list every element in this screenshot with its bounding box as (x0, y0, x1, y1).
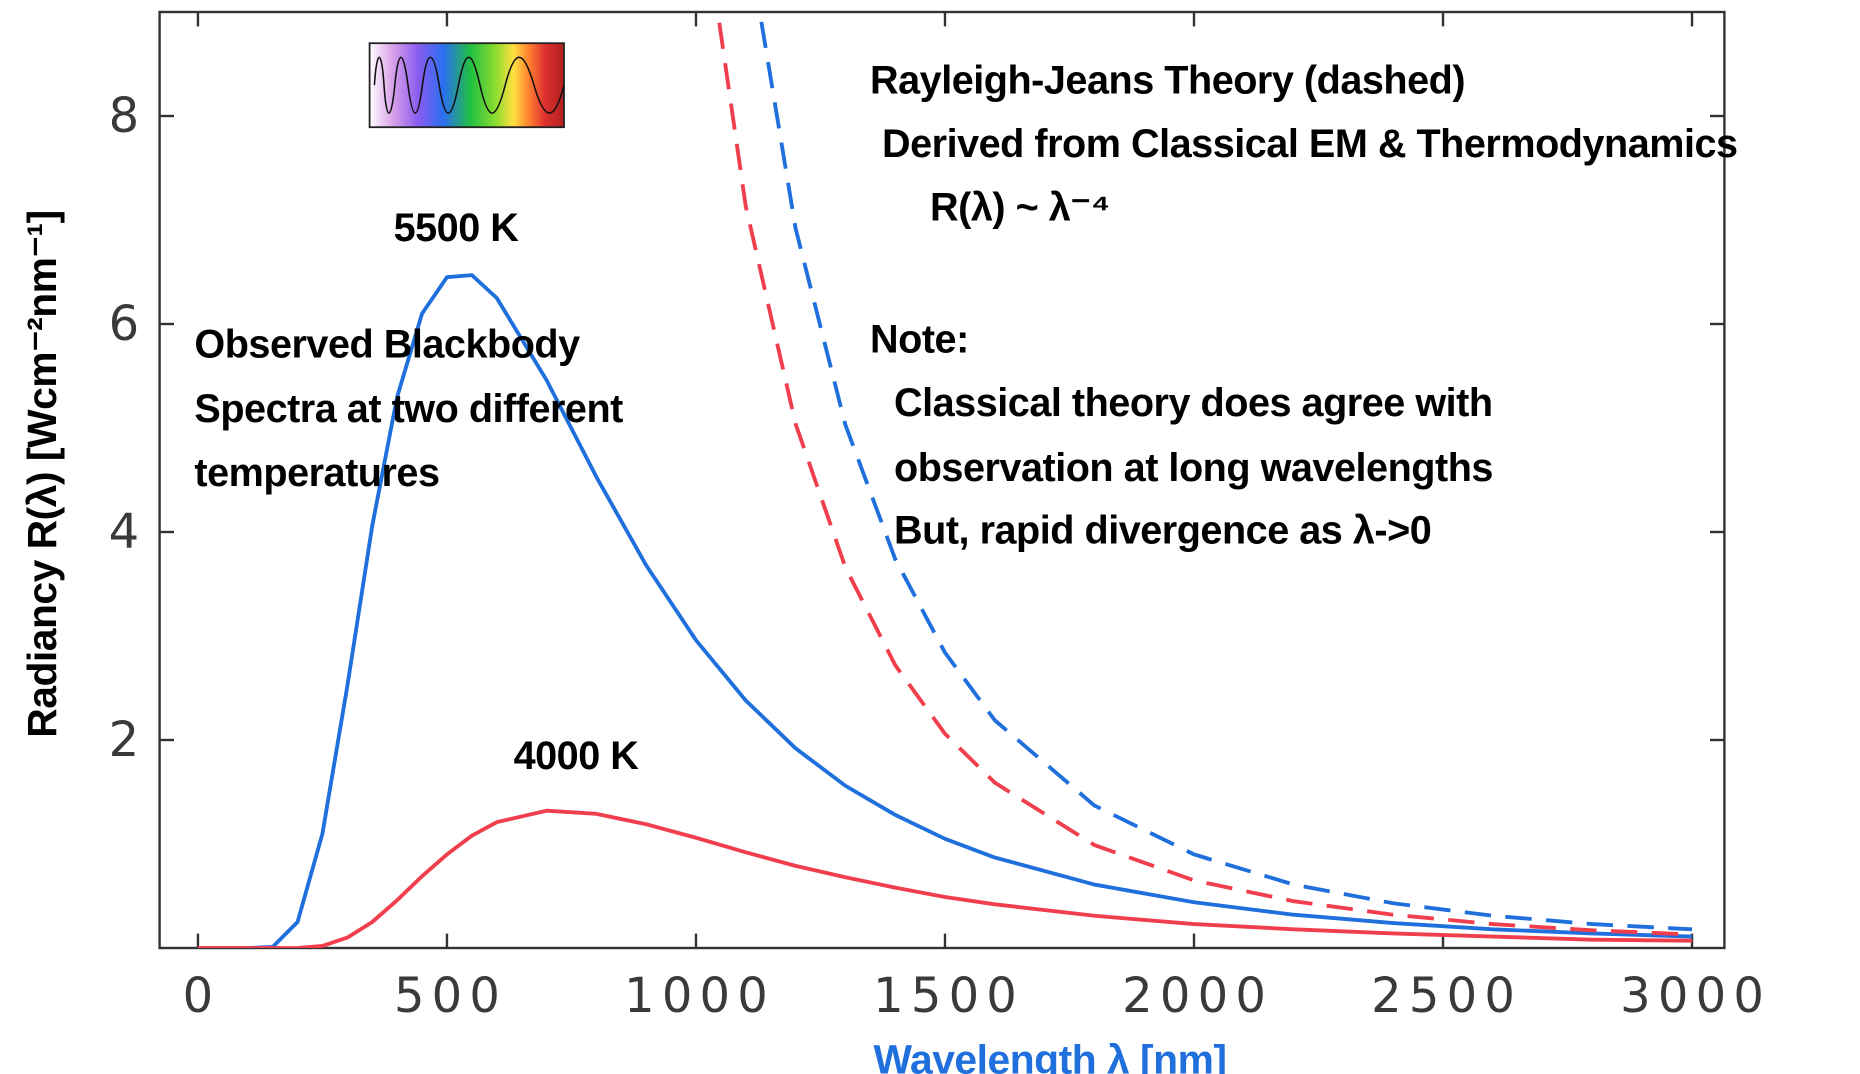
curve (197, 808, 1693, 948)
dashed-curve (715, 12, 1693, 937)
x-tick-label: 2500 (1371, 968, 1522, 1024)
annotation: R(λ) ~ λ⁻⁴ (930, 186, 1110, 230)
x-tick-label: 0 (183, 968, 221, 1024)
annotation: observation at long wavelengths (894, 446, 1493, 490)
x-tick-label: 500 (394, 968, 507, 1024)
curve (197, 273, 1693, 948)
x-tick-label: 2000 (1122, 968, 1273, 1024)
x-axis-label: Wavelength λ [nm] (873, 1037, 1226, 1074)
y-tick-label: 6 (109, 296, 147, 352)
series-label: 5500 K (394, 206, 520, 250)
y-tick-label: 2 (109, 712, 147, 768)
annotation: Observed Blackbody (194, 322, 580, 366)
plot-frame (158, 10, 1726, 950)
lines (197, 12, 1693, 948)
annotation: Spectra at two different (194, 387, 623, 431)
annotation: Note: (870, 318, 969, 362)
annotation: But, rapid divergence as λ->0 (894, 508, 1431, 552)
annotation: Classical theory does agree with (894, 381, 1493, 425)
y-tick-label: 4 (109, 504, 147, 560)
spectrum-icon (368, 42, 565, 129)
series-label: 4000 K (514, 734, 640, 778)
y-axis-label: Radiancy R(λ) [Wcm⁻²nm⁻¹] (19, 210, 65, 737)
ticks: 0 500 1000 1500 2000 2500 3000 2 4 6 8 (109, 12, 1771, 1024)
annotation: temperatures (194, 451, 439, 495)
x-tick-label: 1000 (624, 968, 775, 1024)
annotation: Rayleigh-Jeans Theory (dashed) (870, 58, 1465, 102)
annotation: Derived from Classical EM & Thermodynami… (882, 122, 1738, 166)
dashed-curve (757, 12, 1693, 932)
x-tick-label: 3000 (1620, 968, 1771, 1024)
x-tick-label: 1500 (873, 968, 1024, 1024)
y-tick-label: 8 (109, 88, 147, 144)
